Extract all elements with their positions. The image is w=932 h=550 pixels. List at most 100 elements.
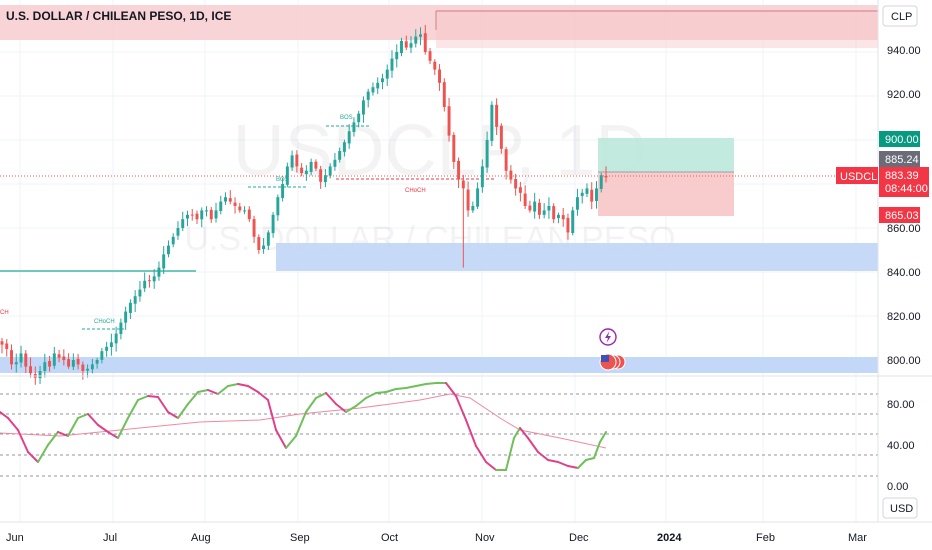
rsi-segment <box>227 383 239 387</box>
candle-body <box>571 210 575 234</box>
clp-label: CLP <box>891 11 912 23</box>
candle-body <box>604 175 608 178</box>
candle-body <box>0 341 4 345</box>
candle-body <box>76 358 80 365</box>
chart-title: U.S. DOLLAR / CHILEAN PESO, 1D, ICE <box>6 9 231 23</box>
rsi-segment <box>315 392 327 399</box>
candle-body <box>300 167 304 173</box>
usd-label: USD <box>890 503 913 515</box>
rsi-segment <box>167 411 179 419</box>
candle-body <box>233 202 237 206</box>
rsi-segment <box>455 395 467 421</box>
rsi-segment <box>27 451 39 463</box>
candle-body <box>57 354 61 358</box>
rsi-segment <box>47 431 59 446</box>
candle-body <box>29 366 33 374</box>
rsi-segment <box>325 392 337 405</box>
rsi-segment <box>295 411 307 437</box>
rsi-segment <box>445 382 457 397</box>
rsi-panel <box>0 382 878 477</box>
candle-body <box>575 197 579 210</box>
candle-body <box>438 69 442 83</box>
candle-body <box>428 51 432 61</box>
candle-body <box>380 78 384 83</box>
event-icons[interactable] <box>599 328 626 371</box>
candle-body <box>442 82 446 107</box>
candle-body <box>271 214 275 234</box>
candle-body <box>495 104 499 127</box>
candle-body <box>224 197 228 202</box>
clp-button[interactable] <box>882 5 918 27</box>
candle-body <box>143 280 147 289</box>
rsi-segment <box>513 427 521 439</box>
target-badge-text: 900.00 <box>885 134 919 146</box>
watermark-symbol: USDCLP, 1D <box>233 111 648 191</box>
rsi-segment <box>415 383 427 387</box>
candle-body <box>124 311 128 323</box>
candle-body <box>10 350 13 365</box>
candle-body <box>166 245 170 255</box>
candle-body <box>528 205 532 211</box>
candle-body <box>376 82 380 89</box>
usd-button[interactable] <box>882 497 918 519</box>
lightning-glyph <box>605 331 611 343</box>
candle-body <box>81 364 85 371</box>
rsi-segment <box>335 403 347 413</box>
candle-body <box>309 162 313 172</box>
candle-body <box>105 346 109 351</box>
time-oct: Oct <box>381 532 398 544</box>
rsi-segment <box>305 397 317 413</box>
rsi-segment <box>237 383 249 387</box>
rsi-segment <box>67 417 79 437</box>
candle-body <box>190 214 194 216</box>
symbol-badge-text: USDCLP <box>840 171 885 183</box>
candle-body <box>466 189 470 211</box>
rsi-segment <box>585 457 595 461</box>
candle-body <box>361 100 365 115</box>
candle-body <box>423 33 427 52</box>
candle-body <box>257 237 261 250</box>
candle-body <box>195 213 199 220</box>
candle-body <box>114 333 118 344</box>
target-zone <box>598 138 734 172</box>
candle-body <box>171 236 175 245</box>
candle-body <box>461 180 465 189</box>
candle-body <box>514 179 518 189</box>
candle-body <box>457 160 461 180</box>
rsi-segment <box>519 427 529 439</box>
candle-body <box>276 197 280 216</box>
candle-body <box>219 201 223 211</box>
level-badge-text: 885.24 <box>885 154 919 166</box>
candle-body <box>390 58 394 71</box>
rsi-segment <box>257 391 269 401</box>
candle-body <box>542 210 546 215</box>
candle-body <box>328 166 332 176</box>
candle-body <box>52 353 56 366</box>
candle-body <box>319 169 323 182</box>
time-feb: Feb <box>756 532 775 544</box>
last-price-text: 883.39 <box>885 170 919 182</box>
candle-body <box>409 43 413 48</box>
candle-body <box>252 219 256 237</box>
time-axis[interactable]: Jun Jul Aug Sep Oct Nov Dec 2024 Feb Mar… <box>0 497 932 544</box>
rsi-segment <box>365 392 377 399</box>
rsi-segment <box>267 399 277 431</box>
rsi-tick-40: 40.00 <box>887 440 915 452</box>
rsi-segment <box>137 395 149 401</box>
candle-body <box>556 214 560 219</box>
candle-body <box>95 360 99 364</box>
candle-body <box>599 175 603 189</box>
price-axis[interactable]: CLP 940.00 920.00 860.00 840.00 820.00 8… <box>836 0 929 522</box>
candle-body <box>157 267 161 277</box>
rsi-segment <box>527 437 539 453</box>
candle-body <box>499 125 503 149</box>
candles <box>0 24 608 385</box>
rsi-segment <box>197 389 209 393</box>
candle-body <box>547 206 551 211</box>
candle-body <box>90 364 94 370</box>
candle-body <box>119 322 123 335</box>
rsi-segment <box>475 445 487 463</box>
us-flag-canton <box>601 355 609 362</box>
rsi-segment <box>537 451 549 461</box>
